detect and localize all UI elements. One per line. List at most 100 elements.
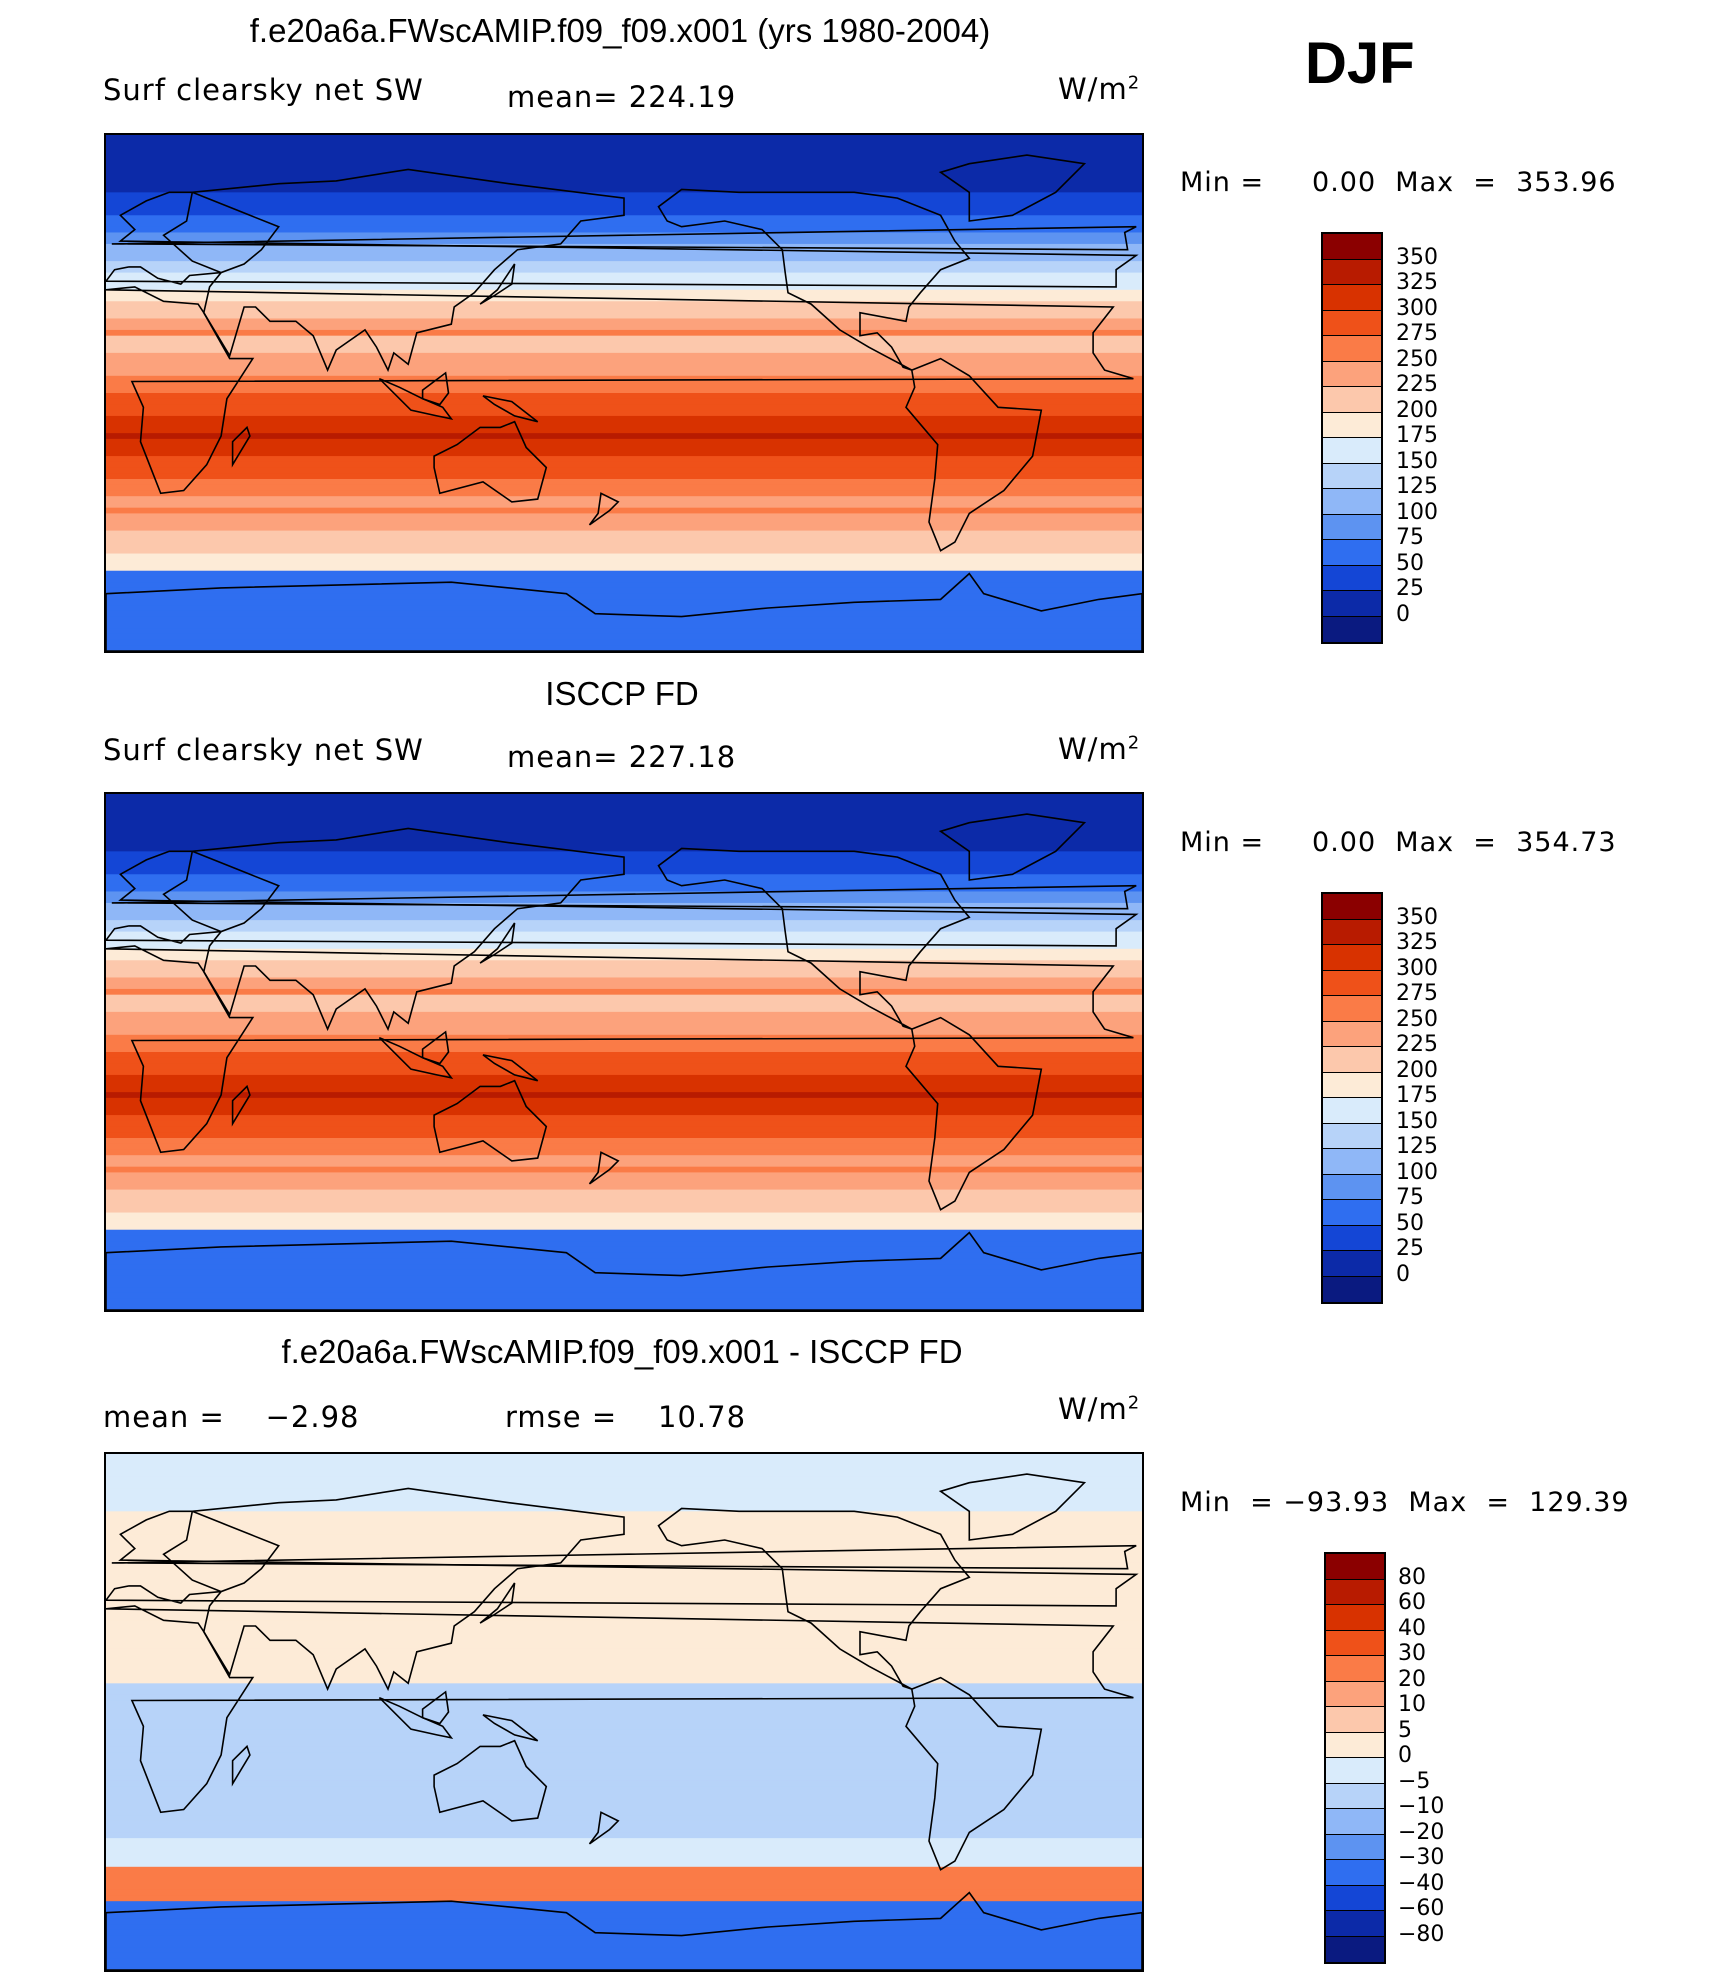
colorbar-tick-label: 80 <box>1398 1564 1426 1590</box>
map-latitude-band <box>106 977 1142 984</box>
map-latitude-band <box>106 880 1142 887</box>
colorbar-tick-label: 300 <box>1396 295 1438 321</box>
map-latitude-band <box>106 433 1142 440</box>
map-latitude-band <box>106 421 1142 428</box>
map-latitude-band <box>106 1298 1142 1305</box>
map-latitude-band <box>106 473 1142 480</box>
coastline <box>192 1487 625 1692</box>
map-latitude-band <box>106 645 1142 651</box>
map-latitude-band <box>106 1069 1142 1076</box>
colorbar-tick-label: 0 <box>1396 601 1410 627</box>
colorbar-tick-label: 275 <box>1396 321 1438 346</box>
map-latitude-band <box>106 805 1142 812</box>
coastline <box>106 945 1134 1154</box>
map-latitude-band <box>106 1924 1142 1931</box>
map-latitude-band <box>106 410 1142 417</box>
coastline <box>938 154 1087 222</box>
map-latitude-band <box>106 496 1142 503</box>
colorbar-swatch <box>1323 387 1381 413</box>
panel-3-title: f.e20a6a.FWscAMIP.f09_f09.x001 - ISCCP F… <box>281 1333 963 1370</box>
panel-1-map <box>104 133 1144 653</box>
colorbar-tick-label: 175 <box>1396 1083 1438 1108</box>
map-latitude-band <box>106 1689 1142 1696</box>
map-latitude-band <box>106 393 1142 400</box>
map-latitude-band <box>106 885 1142 893</box>
coastline <box>938 813 1087 881</box>
map-latitude-band <box>106 816 1142 824</box>
colorbar-swatch <box>1323 285 1381 311</box>
panel-1-mean-label: mean= 224.19 <box>507 80 737 114</box>
colorbar-swatch <box>1326 1834 1384 1860</box>
map-latitude-band <box>106 966 1142 973</box>
map-latitude-band <box>106 1540 1142 1547</box>
map-latitude-band <box>106 908 1142 915</box>
map-latitude-band <box>106 1160 1142 1168</box>
map-latitude-band <box>106 1798 1142 1805</box>
map-latitude-band <box>106 444 1142 451</box>
map-latitude-band <box>106 272 1142 279</box>
colorbar-tick-label: 75 <box>1396 525 1424 550</box>
colorbar-tick-label: 100 <box>1396 499 1438 525</box>
colorbar-swatch <box>1326 1605 1384 1631</box>
map-latitude-band <box>106 1608 1142 1616</box>
colorbar-tick-label: 200 <box>1396 1057 1438 1083</box>
panel-1-minmax: Min = 0.00 Max = 353.96 <box>1180 167 1617 198</box>
map-latitude-band <box>106 811 1142 818</box>
map-latitude-band <box>106 931 1142 938</box>
colorbar-tick-label: 50 <box>1396 1210 1424 1236</box>
colorbar-swatch <box>1323 996 1381 1022</box>
map-latitude-band <box>106 1499 1142 1507</box>
map-latitude-band <box>106 1752 1142 1759</box>
map-latitude-band <box>106 988 1142 996</box>
coastline <box>106 1231 1142 1310</box>
map-latitude-band <box>106 1603 1142 1610</box>
map-latitude-band <box>106 1488 1142 1495</box>
colorbar-swatch <box>1323 1174 1381 1200</box>
map-latitude-band <box>106 1884 1142 1891</box>
map-latitude-band <box>106 266 1142 274</box>
map-latitude-band <box>106 1149 1142 1156</box>
map-latitude-band <box>106 1580 1142 1587</box>
colorbar-tick-label: 350 <box>1396 244 1438 270</box>
map-latitude-band <box>106 1120 1142 1128</box>
colorbar-swatch <box>1323 970 1381 996</box>
map-latitude-band <box>106 1568 1142 1575</box>
map-latitude-band <box>106 1843 1142 1851</box>
panel-2-units-label: W/m2 <box>1058 732 1141 766</box>
map-latitude-band <box>106 398 1142 406</box>
map-latitude-band <box>106 1660 1142 1667</box>
colorbar-tick-label: 150 <box>1396 448 1438 474</box>
map-latitude-band <box>106 180 1142 188</box>
map-latitude-band <box>106 341 1142 348</box>
map-latitude-band <box>106 1631 1142 1639</box>
map-latitude-band <box>106 312 1142 320</box>
colorbar-tick-label: 0 <box>1396 1261 1410 1287</box>
map-latitude-band <box>106 542 1142 549</box>
map-latitude-band <box>106 605 1142 612</box>
map-latitude-band <box>106 146 1142 153</box>
map-latitude-band <box>106 536 1142 543</box>
map-latitude-band <box>106 1683 1142 1690</box>
map-latitude-band <box>106 381 1142 388</box>
coastline <box>192 827 625 1032</box>
map-latitude-band <box>106 1878 1142 1885</box>
panel-3-minmax: Min = −93.93 Max = 129.39 <box>1180 1487 1630 1518</box>
map-latitude-band <box>106 1706 1142 1713</box>
colorbar-tick-label: 30 <box>1398 1641 1426 1666</box>
map-latitude-band <box>106 1815 1142 1822</box>
coastline <box>111 884 1137 910</box>
panel-2-variable-label: Surf clearsky net SW <box>103 733 424 767</box>
colorbar-tick-label: −80 <box>1398 1921 1445 1947</box>
map-latitude-band <box>106 1729 1142 1736</box>
map-latitude-band <box>106 1052 1142 1059</box>
map-latitude-band <box>106 1671 1142 1679</box>
colorbar-swatch <box>1323 1098 1381 1124</box>
map-latitude-band <box>106 1809 1142 1816</box>
map-latitude-band <box>106 513 1142 520</box>
colorbar-swatch <box>1323 1149 1381 1175</box>
coastline <box>433 1079 548 1162</box>
coastline <box>192 168 625 373</box>
map-latitude-band <box>106 404 1142 411</box>
map-latitude-band <box>106 628 1142 635</box>
colorbar-tick-label: 25 <box>1396 1236 1424 1261</box>
